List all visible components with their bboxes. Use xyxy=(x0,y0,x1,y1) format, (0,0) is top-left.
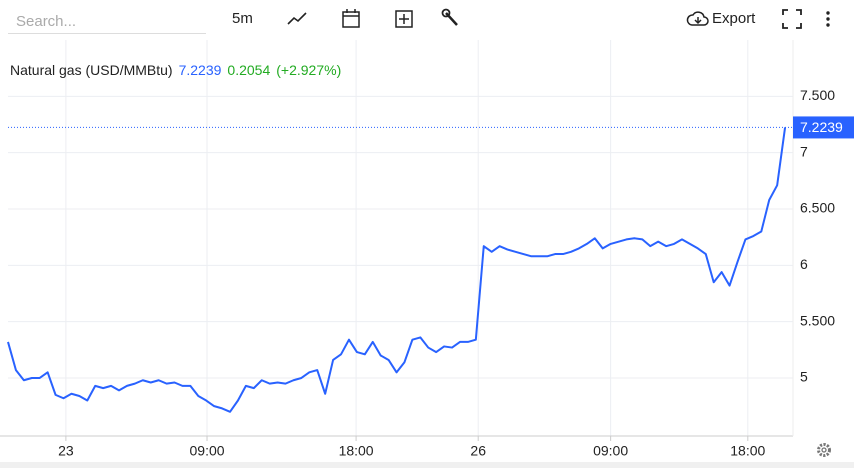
x-tick-label: 09:00 xyxy=(190,443,225,459)
y-tick-label: 5.500 xyxy=(800,312,835,328)
menu-icon[interactable] xyxy=(820,8,836,30)
footer-bar xyxy=(0,462,854,468)
x-tick-label: 18:00 xyxy=(730,443,765,459)
search-box[interactable]: Search... xyxy=(8,8,206,34)
x-tick-label: 26 xyxy=(470,443,486,459)
y-tick-label: 7 xyxy=(800,143,808,159)
settings-gear[interactable] xyxy=(817,443,831,457)
fullscreen-icon[interactable] xyxy=(781,8,803,30)
toolbar: Search... 5m Export xyxy=(0,0,854,40)
export-button[interactable]: Export xyxy=(712,10,756,27)
x-tick-label: 23 xyxy=(58,443,74,459)
interval-button[interactable]: 5m xyxy=(232,10,253,27)
export-icon[interactable] xyxy=(686,8,710,30)
last-price-tag xyxy=(793,116,854,139)
gear-hole xyxy=(821,447,827,453)
price-line xyxy=(7,127,787,413)
y-tick-label: 5 xyxy=(800,369,808,385)
last-price: 7.2239 xyxy=(178,62,222,78)
last-price-tag-label: 7.2239 xyxy=(800,119,843,135)
x-tick-label: 18:00 xyxy=(339,443,374,459)
calendar-icon[interactable] xyxy=(341,8,363,30)
y-tick-label: 6 xyxy=(800,256,808,272)
add-indicator-icon[interactable] xyxy=(394,8,416,30)
x-tick-label: 09:00 xyxy=(593,443,628,459)
gear-body xyxy=(817,443,831,457)
change: 0.2054 xyxy=(227,62,271,78)
y-tick-label: 7.500 xyxy=(800,87,835,103)
settings-tool-icon[interactable] xyxy=(441,8,463,30)
series-name: Natural gas (USD/MMBtu) xyxy=(10,62,173,78)
y-tick-label: 6.500 xyxy=(800,200,835,216)
chart-type-icon[interactable] xyxy=(286,8,308,30)
change-percent: (+2.927%) xyxy=(276,62,342,78)
legend: Natural gas (USD/MMBtu) 7.2239 0.2054 (+2.9… xyxy=(10,62,347,78)
